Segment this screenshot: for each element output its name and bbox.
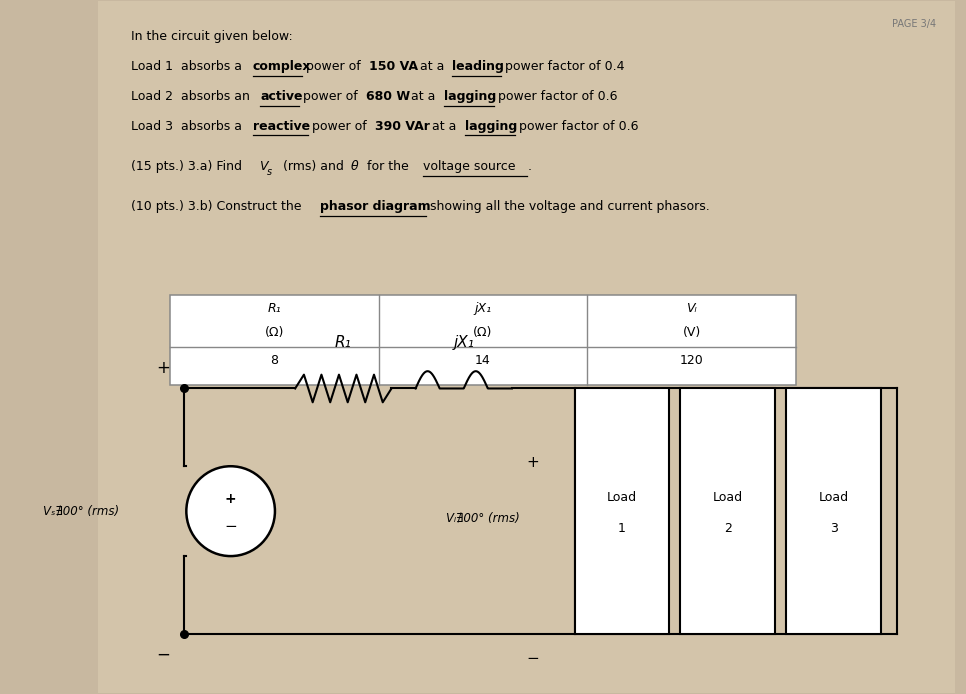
- Text: at a: at a: [407, 90, 440, 103]
- Text: +: +: [526, 455, 539, 471]
- Text: Load 3  absorbs a: Load 3 absorbs a: [131, 119, 246, 133]
- Text: lagging: lagging: [465, 119, 517, 133]
- Text: −: −: [156, 645, 170, 663]
- Text: (rms) and: (rms) and: [279, 160, 348, 173]
- Text: reactive: reactive: [253, 119, 310, 133]
- Text: PAGE 3/4: PAGE 3/4: [892, 19, 936, 28]
- Text: θ: θ: [351, 160, 358, 173]
- Text: 3: 3: [830, 522, 838, 535]
- Text: +: +: [156, 359, 170, 377]
- Text: (V): (V): [683, 325, 700, 339]
- Text: R₁: R₁: [335, 335, 352, 350]
- Text: active: active: [261, 90, 303, 103]
- Text: −: −: [526, 650, 539, 666]
- Text: Load: Load: [607, 491, 637, 504]
- Text: jX₁: jX₁: [453, 335, 474, 350]
- Text: jX₁: jX₁: [474, 302, 492, 315]
- Text: power factor of 0.6: power factor of 0.6: [515, 119, 639, 133]
- Text: R₁: R₁: [268, 302, 281, 315]
- Text: −: −: [224, 519, 237, 534]
- Text: .: .: [527, 160, 531, 173]
- Text: complex: complex: [253, 60, 311, 73]
- Text: leading: leading: [452, 60, 504, 73]
- Text: +: +: [225, 492, 237, 506]
- Text: 8: 8: [270, 354, 278, 367]
- Text: at a: at a: [428, 119, 461, 133]
- Text: 2: 2: [724, 522, 731, 535]
- Text: 14: 14: [475, 354, 491, 367]
- Text: In the circuit given below:: In the circuit given below:: [131, 31, 293, 44]
- Text: power factor of 0.4: power factor of 0.4: [501, 60, 625, 73]
- Bar: [786, 389, 881, 634]
- Text: lagging: lagging: [443, 90, 496, 103]
- Bar: [680, 389, 775, 634]
- Text: Vₛ∄00° (rms): Vₛ∄00° (rms): [43, 505, 120, 518]
- Text: (10 pts.) 3.b) Construct the: (10 pts.) 3.b) Construct the: [131, 200, 306, 213]
- Bar: [575, 389, 668, 634]
- Text: voltage source: voltage source: [423, 160, 516, 173]
- Text: (Ω): (Ω): [265, 325, 284, 339]
- Text: phasor diagram: phasor diagram: [320, 200, 431, 213]
- Text: Load: Load: [713, 491, 743, 504]
- Bar: [170, 295, 796, 385]
- Text: 120: 120: [680, 354, 703, 367]
- Text: 150 VA: 150 VA: [369, 60, 418, 73]
- Ellipse shape: [186, 466, 275, 556]
- Text: at a: at a: [415, 60, 448, 73]
- Text: power of: power of: [302, 60, 364, 73]
- Text: Vₗ: Vₗ: [687, 302, 697, 315]
- Text: Vₗ∄00° (rms): Vₗ∄00° (rms): [446, 511, 520, 525]
- Text: showing all the voltage and current phasors.: showing all the voltage and current phas…: [426, 200, 710, 213]
- Text: s: s: [268, 167, 272, 177]
- Text: power factor of 0.6: power factor of 0.6: [494, 90, 617, 103]
- Text: (Ω): (Ω): [473, 325, 493, 339]
- Text: power of: power of: [299, 90, 362, 103]
- Text: Load: Load: [818, 491, 849, 504]
- Text: V: V: [259, 160, 267, 173]
- Text: 680 W: 680 W: [366, 90, 411, 103]
- Text: for the: for the: [362, 160, 412, 173]
- Text: power of: power of: [308, 119, 370, 133]
- Text: Load 2  absorbs an: Load 2 absorbs an: [131, 90, 254, 103]
- Bar: [98, 1, 955, 693]
- Text: 390 VAr: 390 VAr: [375, 119, 430, 133]
- Text: Load 1  absorbs a: Load 1 absorbs a: [131, 60, 246, 73]
- Text: 1: 1: [618, 522, 626, 535]
- Text: (15 pts.) 3.a) Find: (15 pts.) 3.a) Find: [131, 160, 246, 173]
